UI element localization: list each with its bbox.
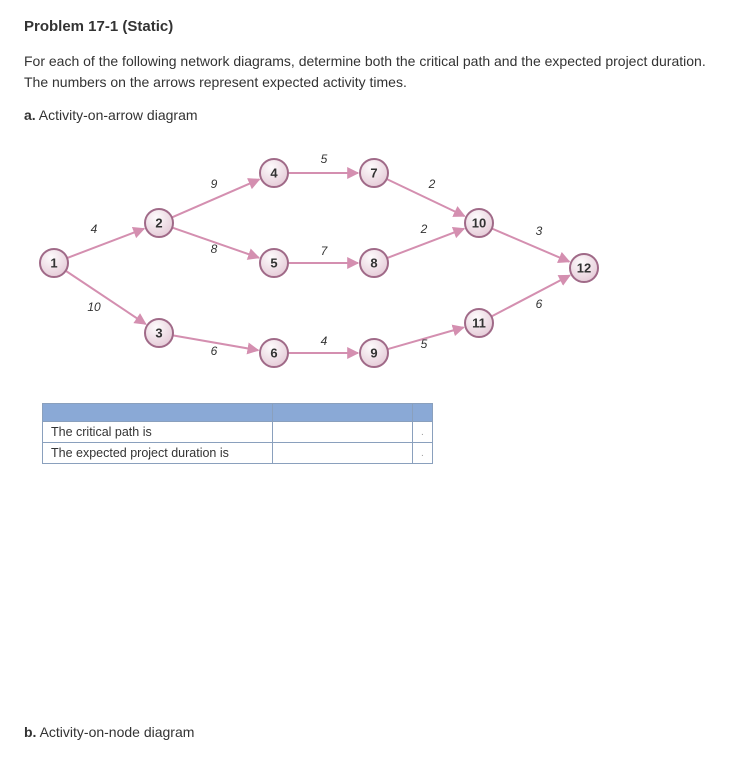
table-row: The expected project duration is .: [43, 443, 433, 464]
node-label-11: 11: [472, 316, 486, 331]
edge-label-1-3: 10: [87, 300, 101, 314]
node-label-12: 12: [577, 261, 591, 276]
duration-input[interactable]: [273, 443, 413, 464]
edge-label-10-12: 3: [536, 224, 543, 238]
node-label-1: 1: [50, 256, 57, 271]
edge-label-2-4: 9: [211, 177, 218, 191]
node-label-4: 4: [270, 166, 278, 181]
answer-table: The critical path is . The expected proj…: [42, 403, 433, 464]
edge-label-6-9: 4: [321, 334, 328, 348]
edge-label-1-2: 4: [91, 222, 98, 236]
part-b-text: Activity-on-node diagram: [36, 724, 194, 740]
edge-label-11-12: 6: [536, 297, 543, 311]
part-a-text: Activity-on-arrow diagram: [36, 107, 198, 123]
node-label-3: 3: [155, 326, 162, 341]
edge-label-7-10: 2: [428, 177, 436, 191]
node-label-5: 5: [270, 256, 277, 271]
part-b-heading: b. Activity-on-node diagram: [24, 724, 724, 740]
edge-1-2: [67, 229, 144, 258]
row-suffix: .: [413, 422, 433, 443]
edge-1-3: [66, 271, 146, 324]
edge-label-4-7: 5: [321, 152, 328, 166]
row-label: The expected project duration is: [43, 443, 273, 464]
row-label: The critical path is: [43, 422, 273, 443]
node-label-6: 6: [270, 346, 277, 361]
edge-label-3-6: 6: [211, 344, 218, 358]
node-label-9: 9: [370, 346, 377, 361]
node-label-10: 10: [472, 216, 486, 231]
edge-label-9-11: 5: [421, 337, 428, 351]
part-a-label: a.: [24, 107, 36, 123]
problem-description: For each of the following network diagra…: [24, 51, 724, 93]
edge-7-10: [387, 179, 465, 216]
network-diagram: 123456789101112 41098657422536: [24, 133, 664, 393]
edge-10-12: [492, 229, 569, 262]
edge-label-8-10: 2: [420, 222, 428, 236]
edge-label-2-5: 8: [211, 242, 218, 256]
problem-title: Problem 17-1 (Static): [24, 18, 724, 35]
table-row: The critical path is .: [43, 422, 433, 443]
node-label-7: 7: [370, 166, 377, 181]
part-a-heading: a. Activity-on-arrow diagram: [24, 107, 724, 123]
node-label-2: 2: [155, 216, 162, 231]
table-header-row: [43, 404, 433, 422]
part-b-label: b.: [24, 724, 36, 740]
edge-11-12: [491, 275, 569, 316]
critical-path-input[interactable]: [273, 422, 413, 443]
row-suffix: .: [413, 443, 433, 464]
node-label-8: 8: [370, 256, 377, 271]
edge-label-5-8: 7: [321, 244, 329, 258]
